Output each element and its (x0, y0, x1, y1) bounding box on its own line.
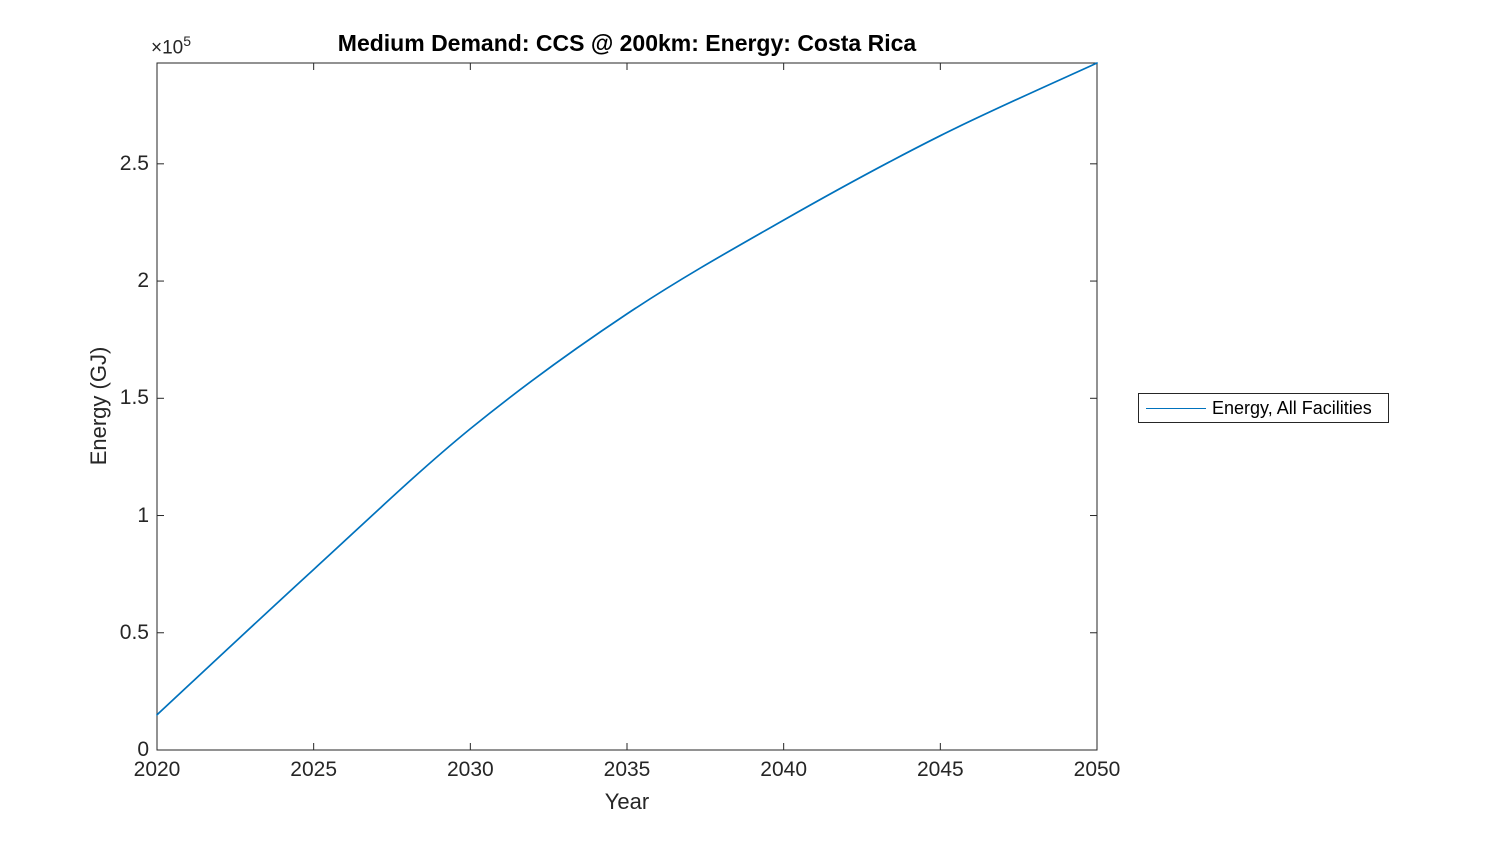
y-tick-label: 2 (137, 269, 149, 293)
y-tick-label: 1 (137, 503, 149, 527)
x-axis-label: Year (604, 789, 650, 814)
legend-line-sample (1146, 407, 1206, 409)
y-axis-multiplier-base: ×10 (151, 37, 184, 59)
x-tick-label: 2040 (760, 758, 808, 781)
y-tick-label: 0 (137, 738, 149, 761)
y-axis-label: Energy (GJ) (86, 346, 111, 466)
x-tick-label: 2025 (290, 758, 338, 781)
x-tick-label: 2035 (603, 758, 651, 781)
plot-box (156, 62, 1098, 751)
legend-label: Energy, All Facilities (1212, 397, 1372, 418)
energy-series-line (156, 62, 1098, 716)
y-axis-multiplier: ×105 (151, 33, 191, 59)
chart-title: Medium Demand: CCS @ 200km: Energy: Cost… (337, 30, 917, 56)
x-tick-label: 2050 (1073, 758, 1121, 781)
y-tick-label: 1.5 (119, 386, 149, 410)
x-tick-label: 2045 (916, 758, 964, 781)
y-tick-label: 2.5 (119, 151, 149, 175)
y-tick-label: 0.5 (119, 620, 149, 644)
x-tick-label: 2020 (133, 758, 181, 781)
x-tick-label: 2030 (446, 758, 494, 781)
y-axis-multiplier-exponent: 5 (183, 33, 192, 49)
legend[interactable]: Energy, All Facilities (1138, 393, 1389, 423)
